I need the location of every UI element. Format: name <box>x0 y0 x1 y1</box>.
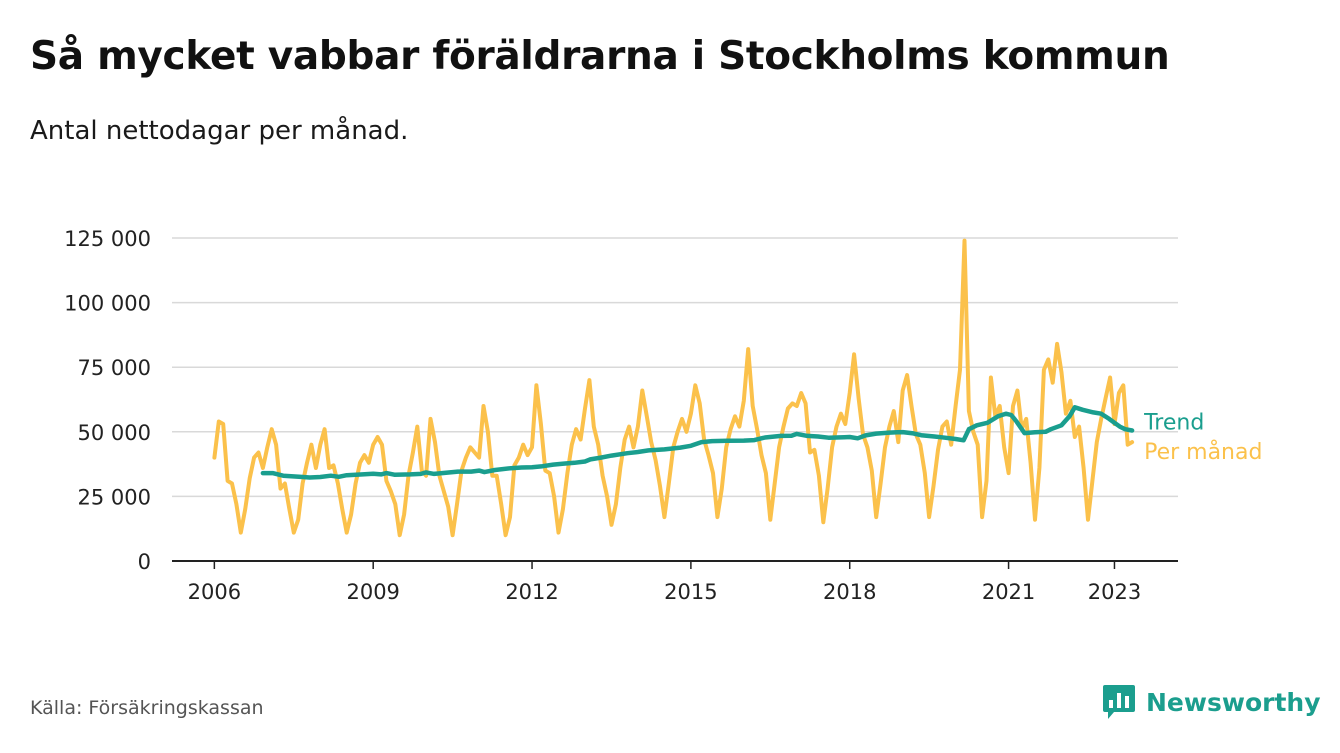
y-tick-label: 125 000 <box>64 227 151 251</box>
y-tick-label: 75 000 <box>78 356 151 380</box>
chart-subtitle: Antal nettodagar per månad. <box>30 116 409 146</box>
y-tick-label: 50 000 <box>78 421 151 445</box>
x-tick-label: 2012 <box>505 580 558 604</box>
brand-name: Newsworthy <box>1146 687 1321 717</box>
source-note: Källa: Försäkringskassan <box>30 697 264 719</box>
x-tick-label: 2021 <box>982 580 1035 604</box>
y-tick-label: 100 000 <box>64 292 151 316</box>
x-tick-label: 2023 <box>1088 580 1141 604</box>
y-tick-label: 25 000 <box>78 485 151 509</box>
x-tick-label: 2006 <box>188 580 241 604</box>
x-tick-label: 2009 <box>346 580 399 604</box>
y-tick-labels: 0 25 000 50 000 75 000 100 000 125 000 <box>64 227 151 574</box>
brand[interactable]: Newsworthy <box>1102 683 1321 721</box>
chart-title: Så mycket vabbar föräldrarna i Stockholm… <box>30 34 1170 79</box>
line-labels: Trend Per månad <box>1143 411 1262 466</box>
line-label-per-month: Per månad <box>1144 439 1262 465</box>
newsworthy-logo-icon <box>1103 685 1135 719</box>
series-line-trend <box>260 405 1135 480</box>
y-tick-label: 0 <box>138 550 151 574</box>
x-tick-label: 2015 <box>664 580 717 604</box>
series-line-per-month <box>212 238 1135 538</box>
x-tick-labels: 2006 2009 2012 2015 2018 2021 2023 <box>188 561 1141 604</box>
grid-lines <box>172 237 1178 562</box>
line-label-trend: Trend <box>1143 411 1204 436</box>
x-tick-label: 2018 <box>823 580 876 604</box>
series-lines <box>212 238 1135 538</box>
